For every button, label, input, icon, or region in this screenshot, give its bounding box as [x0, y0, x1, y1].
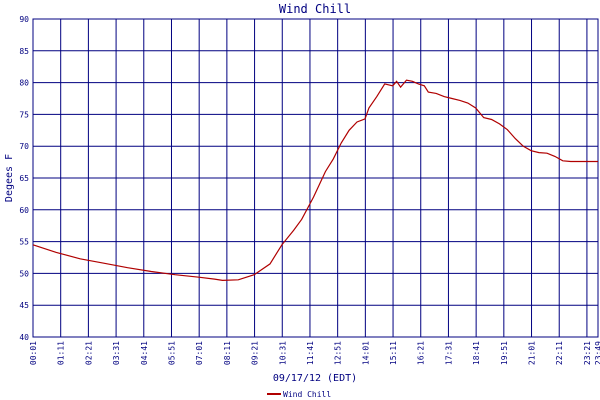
- x-tick-label: 11:41: [306, 341, 315, 365]
- x-tick-label: 08:11: [223, 341, 232, 365]
- x-tick-label: 09:21: [251, 341, 260, 365]
- x-tick-label: 02:21: [84, 341, 93, 365]
- x-tick-label: 12:51: [334, 341, 343, 365]
- x-tick-label: 17:31: [444, 341, 453, 365]
- y-tick-label: 40: [19, 333, 29, 342]
- x-tick-label: 15:11: [389, 341, 398, 365]
- y-tick-label: 75: [19, 110, 29, 119]
- data-line: [32, 79, 598, 282]
- x-tick-label: 22:11: [555, 341, 564, 365]
- legend-label: Wind Chill: [283, 390, 331, 399]
- y-tick-label: 90: [19, 15, 29, 24]
- x-tick-label: 05:51: [167, 341, 176, 365]
- x-tick-label: 18:41: [472, 341, 481, 365]
- y-axis-label: Degees F: [4, 154, 15, 202]
- x-tick-label: 07:01: [195, 341, 204, 365]
- y-tick-label: 50: [19, 269, 29, 278]
- y-tick-label: 85: [19, 47, 29, 56]
- chart-title: Wind Chill: [279, 2, 351, 16]
- x-tick-label: 23:21: [583, 341, 592, 365]
- x-tick-label: 04:41: [140, 341, 149, 365]
- x-axis-label: 09/17/12 (EDT): [273, 373, 357, 384]
- x-tick-label: 03:31: [112, 341, 121, 365]
- y-tick-label: 65: [19, 174, 29, 183]
- x-tick-label: 00:01: [29, 341, 38, 365]
- y-tick-label: 70: [19, 142, 29, 151]
- x-tick-label: 19:51: [500, 341, 509, 365]
- y-tick-label: 80: [19, 79, 29, 88]
- x-tick-label: 23:49: [594, 341, 600, 365]
- x-tick-label: 14:01: [361, 341, 370, 365]
- y-tick-label: 60: [19, 206, 29, 215]
- x-tick-label: 21:01: [528, 341, 537, 365]
- y-tick-label: 45: [19, 301, 29, 310]
- x-tick-label: 01:11: [57, 341, 66, 365]
- x-tick-label: 10:31: [278, 341, 287, 365]
- y-tick-label: 55: [19, 238, 29, 247]
- x-tick-label: 16:21: [417, 341, 426, 365]
